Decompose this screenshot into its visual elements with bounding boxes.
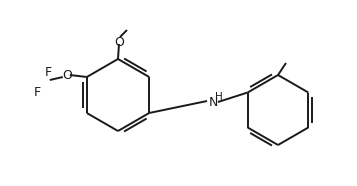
Text: F: F (33, 86, 40, 99)
Text: N: N (208, 95, 218, 108)
Text: F: F (44, 65, 51, 78)
Text: H: H (215, 92, 223, 102)
Text: O: O (62, 68, 72, 81)
Text: O: O (114, 36, 124, 49)
